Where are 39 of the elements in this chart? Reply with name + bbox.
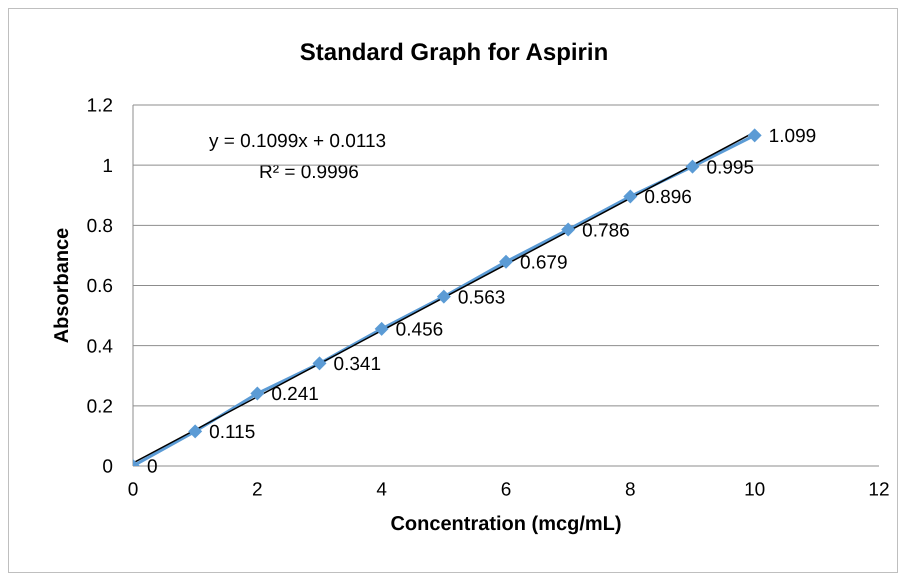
data-label: 1.099 (768, 126, 816, 148)
point (499, 254, 513, 269)
point (188, 424, 202, 438)
x-tick-label: 8 (625, 479, 636, 500)
x-tick-label: 2 (252, 479, 263, 500)
data-label: 0.679 (520, 252, 568, 274)
y-tick-label: 0.4 (86, 336, 114, 358)
data-label: 0.995 (706, 157, 754, 178)
data-label: 0.456 (396, 320, 444, 341)
point (374, 322, 389, 336)
x-tick-label: 0 (128, 479, 138, 500)
annotation: y = 0.1099x + 0.0113 (209, 131, 386, 153)
point (561, 222, 576, 237)
data-label: 0.563 (458, 287, 506, 308)
point (436, 290, 451, 304)
data-label: 0.896 (644, 187, 692, 208)
x-tick-label: 4 (376, 479, 388, 500)
y-axis-title: Absorbance (51, 228, 74, 344)
point (748, 128, 762, 142)
y-tick-label: 0.6 (86, 276, 113, 298)
point (623, 189, 638, 204)
data-label: 0.341 (334, 354, 382, 376)
x-tick-label: 12 (868, 479, 890, 500)
data-label: 0.115 (209, 422, 256, 444)
data-label: 0 (147, 456, 158, 478)
x-tick-label: 6 (500, 479, 512, 500)
point (686, 160, 700, 174)
y-tick-label: 0.8 (86, 216, 113, 238)
y-tick-label: 0.2 (86, 396, 113, 418)
data-label: 0.786 (582, 220, 630, 242)
point (312, 356, 326, 370)
y-tick-label: 1 (102, 156, 113, 177)
data-label: 0.241 (271, 384, 319, 406)
y-tick-label: 1.2 (86, 96, 113, 117)
point (250, 386, 264, 400)
y-tick-label: 0 (102, 456, 113, 478)
x-tick-label: 10 (744, 479, 766, 500)
x-axis-title: Concentration (mcg/mL) (390, 513, 622, 535)
chart-title: Standard Graph for Aspirin (298, 39, 610, 67)
